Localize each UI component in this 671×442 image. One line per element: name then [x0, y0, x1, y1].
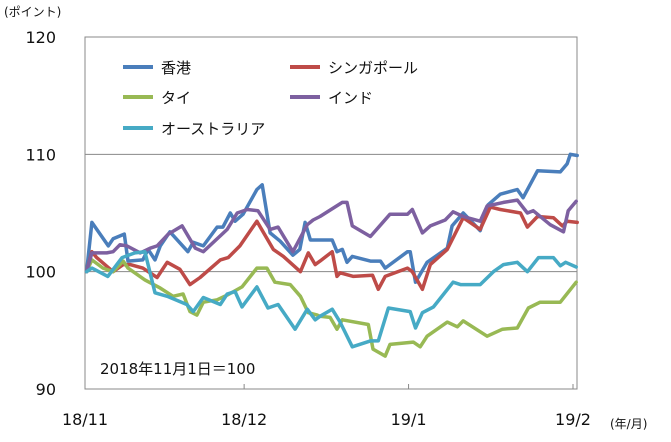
y-tick-label: 110 — [25, 145, 56, 164]
x-tick-label: 18/11 — [62, 410, 108, 429]
base-date-annotation: 2018年11月1日＝100 — [100, 360, 255, 378]
y-axis-unit-label: (ポイント) — [4, 5, 61, 19]
legend-label: オーストラリア — [161, 120, 265, 138]
x-tick-label: 19/2 — [555, 410, 591, 429]
plot-area-border — [84, 36, 578, 390]
series-line-オーストラリア — [84, 249, 578, 349]
series-line-インド — [84, 198, 578, 274]
series-line-シンガポール — [84, 205, 579, 292]
y-tick-label: 120 — [25, 28, 56, 47]
y-tick-label: 90 — [36, 380, 56, 399]
legend-label: 香港 — [161, 59, 191, 77]
legend-label: シンガポール — [328, 59, 418, 77]
y-tick-label: 100 — [25, 263, 56, 282]
x-tick-label: 18/12 — [221, 410, 267, 429]
legend-label: タイ — [161, 89, 191, 107]
legend-label: インド — [328, 89, 373, 107]
x-tick-label: 19/1 — [391, 410, 427, 429]
x-axis-unit-label: (年/月) — [610, 417, 647, 431]
